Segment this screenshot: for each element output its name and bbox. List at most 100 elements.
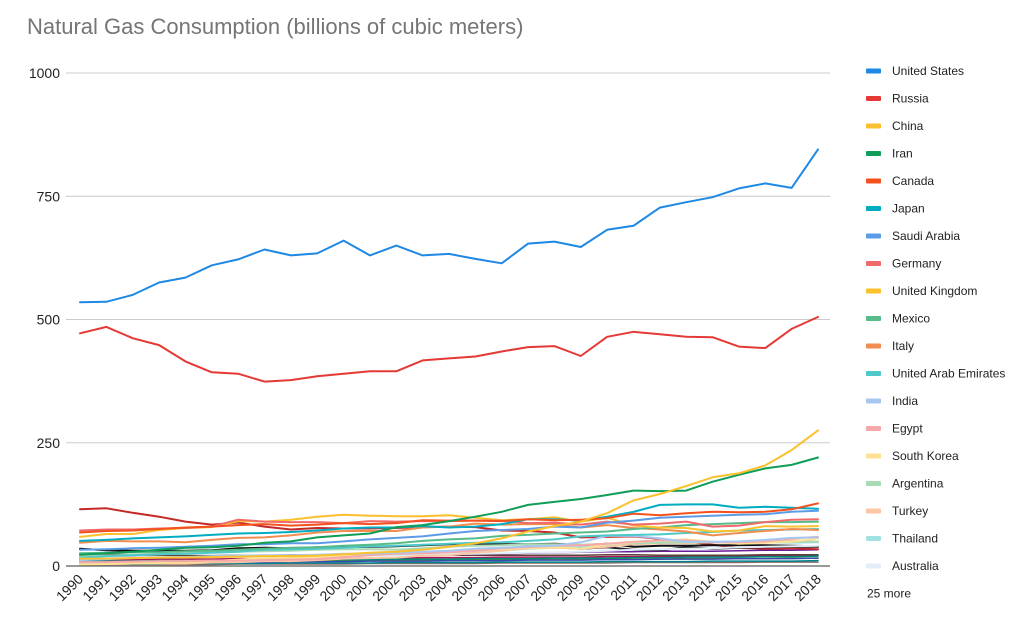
legend-item[interactable]: United States — [866, 64, 964, 78]
legend-label: Canada — [892, 174, 934, 188]
y-tick-label: 250 — [37, 435, 61, 451]
legend-label: Thailand — [892, 532, 938, 546]
legend-label: China — [892, 119, 924, 133]
legend-item[interactable]: Mexico — [866, 312, 930, 326]
legend-item[interactable]: Egypt — [866, 422, 923, 436]
x-tick-label: 2009 — [554, 571, 587, 604]
y-tick-label: 0 — [52, 558, 60, 574]
legend-label: Russia — [892, 92, 929, 106]
legend-swatch — [866, 288, 881, 294]
legend-swatch — [866, 508, 881, 514]
x-tick-label: 1993 — [132, 571, 165, 604]
legend-item[interactable]: Japan — [866, 202, 925, 216]
x-tick-label: 2006 — [474, 571, 507, 604]
y-axis-tick-labels: 0 250 500 750 1000 — [29, 65, 60, 574]
x-tick-label: 2000 — [316, 571, 349, 604]
series-line[interactable] — [79, 148, 819, 304]
legend-item[interactable]: Australia — [866, 559, 939, 573]
legend-label: Germany — [892, 257, 941, 271]
legend-item[interactable]: China — [866, 119, 924, 133]
legend-item[interactable]: South Korea — [866, 449, 959, 463]
legend-label: Argentina — [892, 477, 944, 491]
x-tick-label: 2010 — [580, 571, 613, 604]
legend-item[interactable]: Saudi Arabia — [866, 229, 960, 243]
x-tick-label: 2004 — [422, 571, 455, 604]
legend-item[interactable]: Italy — [866, 339, 914, 353]
x-tick-label: 1999 — [290, 571, 323, 604]
legend-item[interactable]: Thailand — [866, 532, 938, 546]
x-tick-label: 2005 — [448, 571, 481, 604]
legend-label: United Kingdom — [892, 284, 977, 298]
legend-swatch — [866, 206, 881, 211]
legend-swatch — [866, 453, 881, 459]
legend-item[interactable]: United Kingdom — [866, 284, 977, 298]
grid-lines — [66, 72, 830, 567]
x-tick-label: 2014 — [685, 571, 718, 604]
x-tick-label: 2007 — [501, 571, 534, 604]
legend-item[interactable]: United Arab Emirates — [866, 367, 1005, 381]
x-tick-label: 1992 — [105, 571, 138, 604]
legend-label: India — [892, 394, 918, 408]
legend-swatch — [866, 398, 881, 404]
x-tick-label: 2001 — [343, 571, 376, 604]
legend-label: United States — [892, 64, 964, 78]
series-line[interactable] — [79, 561, 819, 566]
legend-item[interactable]: Turkey — [866, 504, 928, 518]
legend-swatch — [866, 178, 881, 184]
x-tick-label: 2018 — [791, 571, 824, 604]
series-line[interactable] — [79, 316, 819, 383]
x-tick-label: 2012 — [633, 571, 666, 604]
x-tick-label: 2011 — [607, 571, 640, 604]
y-tick-label: 500 — [37, 312, 61, 328]
legend-label: Italy — [892, 339, 914, 353]
legend-swatch — [866, 123, 881, 129]
series-line[interactable] — [79, 520, 819, 555]
x-tick-label: 1997 — [237, 571, 270, 604]
legend-swatch — [866, 343, 881, 349]
legend-swatch — [866, 563, 881, 569]
series-lines — [79, 148, 819, 566]
legend-label: Japan — [892, 202, 925, 216]
legend-swatch — [866, 426, 881, 431]
legend-item[interactable]: Argentina — [866, 477, 944, 491]
legend-label: Iran — [892, 147, 913, 161]
series-line[interactable] — [79, 554, 819, 561]
x-tick-label: 1998 — [264, 571, 297, 604]
legend-swatch — [866, 151, 881, 156]
x-tick-label: 2015 — [712, 571, 745, 604]
x-tick-label: 1991 — [79, 571, 112, 604]
legend-label: Australia — [892, 559, 939, 573]
legend-item[interactable]: India — [866, 394, 918, 408]
legend[interactable]: United States Russia China Iran Canada Japan S… — [866, 64, 1005, 601]
legend-label: South Korea — [892, 449, 959, 463]
legend-label: United Arab Emirates — [892, 367, 1005, 381]
series-line[interactable] — [79, 456, 819, 556]
series-line[interactable] — [79, 509, 819, 551]
legend-label: Saudi Arabia — [892, 229, 960, 243]
x-axis-tick-labels: 1990199119921993199419951996199719981999… — [53, 571, 824, 604]
x-tick-label: 2002 — [369, 571, 402, 604]
legend-label: Mexico — [892, 312, 930, 326]
y-tick-label: 750 — [37, 188, 61, 204]
series-line[interactable] — [79, 429, 819, 560]
x-tick-label: 1994 — [158, 571, 191, 604]
x-tick-label: 2013 — [659, 571, 692, 604]
legend-label: Turkey — [892, 504, 928, 518]
x-tick-label: 1995 — [185, 571, 218, 604]
legend-label: Egypt — [892, 422, 923, 436]
legend-item[interactable]: Germany — [866, 257, 941, 271]
legend-swatch — [866, 536, 881, 541]
legend-item[interactable]: Iran — [866, 147, 913, 161]
chart-title: Natural Gas Consumption (billions of cub… — [27, 14, 524, 39]
x-tick-label: 2003 — [395, 571, 428, 604]
y-tick-label: 1000 — [29, 65, 60, 81]
legend-swatch — [866, 68, 881, 74]
legend-item[interactable]: Canada — [866, 174, 934, 188]
x-tick-label: 2008 — [527, 571, 560, 604]
legend-item[interactable]: Russia — [866, 92, 929, 106]
legend-swatch — [866, 371, 881, 376]
series-line[interactable] — [79, 503, 819, 542]
legend-more-link[interactable]: 25 more — [867, 587, 911, 601]
x-tick-label: 1990 — [53, 571, 86, 604]
